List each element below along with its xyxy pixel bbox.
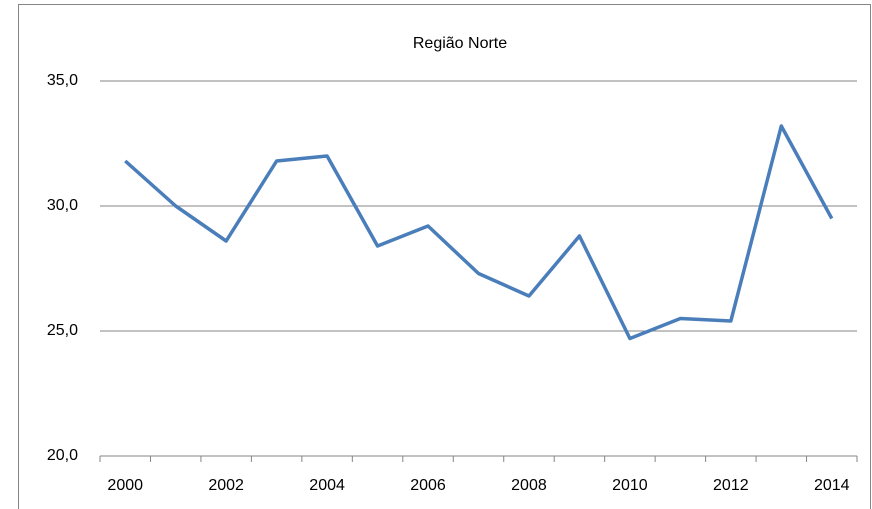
x-tick-label: 2008: [511, 477, 547, 494]
x-tick-label: 2006: [410, 477, 446, 494]
y-tick-label: 30,0: [47, 197, 78, 214]
chart-frame: [18, 4, 871, 509]
x-tick-label: 2012: [713, 477, 749, 494]
x-tick-label: 2010: [612, 477, 648, 494]
x-tick-label: 2004: [309, 477, 345, 494]
y-tick-label: 25,0: [47, 322, 78, 339]
x-tick-label: 2002: [208, 477, 244, 494]
y-tick-label: 20,0: [47, 447, 78, 464]
line-series: [124, 124, 834, 341]
y-tick-label: 35,0: [47, 72, 78, 89]
x-tick-label: 2000: [107, 477, 143, 494]
x-tick-label: 2014: [814, 477, 850, 494]
chart-title: Região Norte: [413, 35, 507, 52]
